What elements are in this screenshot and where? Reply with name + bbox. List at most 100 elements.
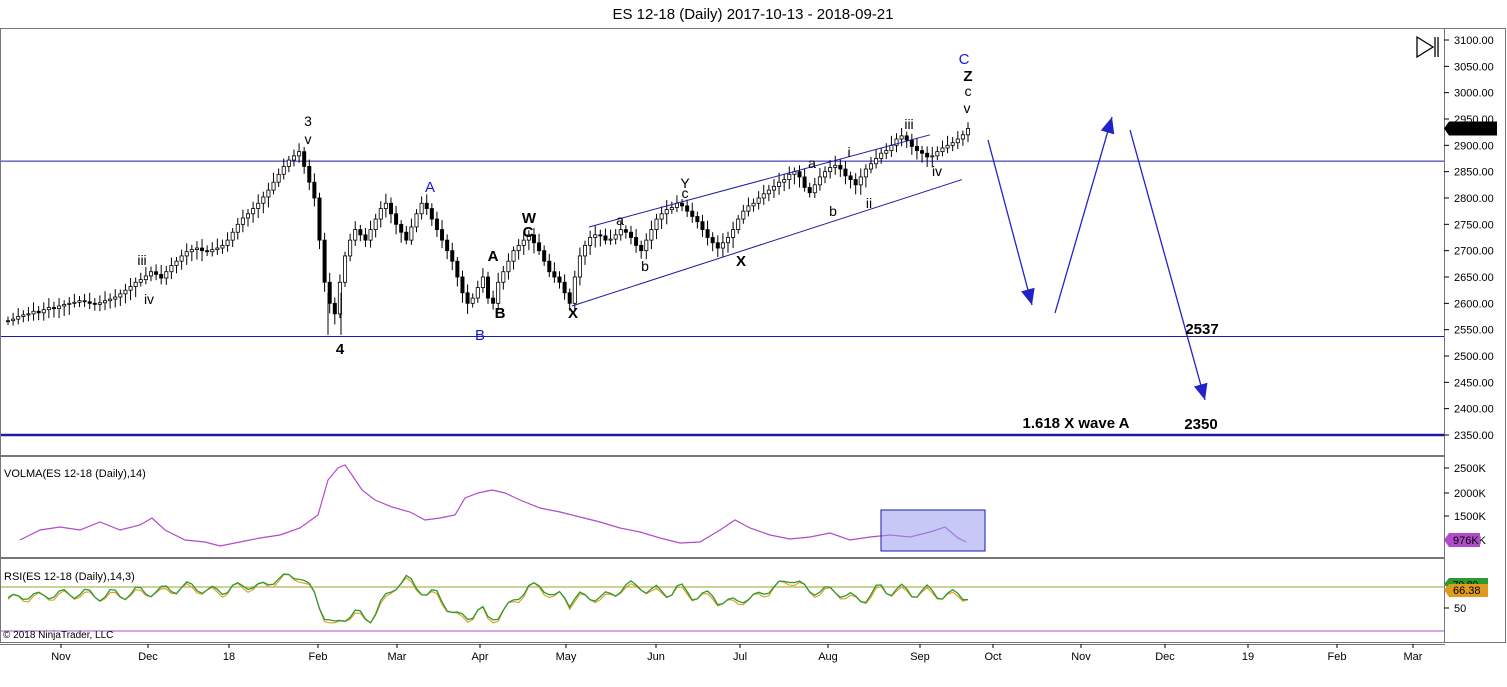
wave-label: B [475, 327, 485, 344]
wave-label: c [965, 83, 972, 99]
candle-body [935, 151, 940, 157]
wave-label: 4 [336, 341, 345, 358]
wave-label: A [425, 179, 435, 196]
candle-body [731, 229, 736, 238]
candle-body [220, 244, 225, 249]
scroll-to-end-icon[interactable] [1416, 35, 1439, 59]
candle-body [307, 165, 312, 183]
candle-body [388, 202, 393, 215]
candle-body [863, 168, 868, 178]
candle-body [720, 242, 725, 249]
candle-body [710, 237, 715, 244]
candle-body [853, 179, 858, 186]
wave-label: B [495, 305, 506, 322]
candle-body [812, 184, 817, 194]
wave-label: 2537 [1185, 321, 1218, 338]
candle-body [848, 175, 853, 180]
wave-label: a [808, 155, 816, 171]
rsi-label: RSI(ES 12-18 (Daily),14,3) [4, 571, 135, 583]
y-tick-label: 2800.00 [1454, 193, 1494, 205]
x-tick-label: Feb [309, 651, 328, 663]
price-y-axis: 2350.00 2400.00 2450.00 2500.00 2550.00 2600.… [1444, 35, 1497, 615]
y-tick-label: 2750.00 [1454, 219, 1494, 231]
candle-body [143, 275, 148, 281]
wave-label: W [522, 210, 537, 227]
volma-label: VOLMA(ES 12-18 (Daily),14) [4, 468, 146, 480]
wave-label: c [682, 185, 689, 201]
x-tick-label: Nov [51, 651, 71, 663]
candle-body [823, 171, 828, 178]
wave-label: b [829, 203, 837, 219]
chart-title: ES 12-18 (Daily) 2017-10-13 - 2018-09-21 [613, 6, 894, 23]
x-tick-label: Apr [471, 651, 488, 663]
candle-body [807, 187, 812, 194]
candle-body [608, 238, 613, 241]
candle-body [31, 310, 36, 315]
wave-label: 1.618 X wave A [1022, 415, 1129, 432]
candle-body [97, 302, 102, 305]
candle-body [337, 281, 342, 315]
candle-body [67, 302, 72, 305]
candle-body [450, 250, 455, 262]
candle-body [868, 163, 873, 170]
candle-body [383, 202, 388, 209]
candle-body [802, 176, 807, 188]
candle-body [501, 271, 506, 283]
candle-body [583, 244, 588, 257]
x-tick-label: Dec [1155, 651, 1175, 663]
candle-body [353, 229, 358, 241]
candle-body [634, 237, 639, 246]
wave-label: X [736, 253, 746, 270]
candle-body [480, 276, 485, 288]
candle-body [434, 218, 439, 230]
time-x-axis: Nov Dec 18 Feb Mar Apr May Jun Jul Aug Sep Oct Nov De… [51, 644, 1423, 663]
candle-body [777, 181, 782, 187]
y-tick-label: 2500.00 [1454, 351, 1494, 363]
candle-body [526, 234, 531, 241]
candle-body [286, 159, 291, 167]
candle-body [210, 249, 215, 253]
x-tick-label: 19 [1242, 651, 1254, 663]
candle-body [588, 237, 593, 246]
rsi-last-badge [1444, 584, 1488, 597]
candle-body [41, 309, 46, 314]
arrow-down-1-shaft [987, 139, 1033, 306]
x-tick-label: Mar [388, 651, 407, 663]
candle-body [669, 207, 674, 210]
candle-body [445, 239, 450, 252]
candle-body [521, 239, 526, 246]
wave-label: i [847, 144, 850, 160]
candle-body [332, 302, 337, 315]
candle-body [118, 293, 123, 298]
candle-body [113, 296, 118, 300]
candle-body [46, 307, 51, 311]
candle-body [843, 168, 848, 177]
candle-body [940, 147, 945, 153]
candle-body [746, 205, 751, 212]
candle-body [690, 210, 695, 217]
candle-body [705, 229, 710, 238]
candle-body [782, 179, 787, 183]
y-tick-label: 3100.00 [1454, 35, 1494, 47]
arrow-up-shaft [1054, 116, 1113, 314]
projection-arrows [987, 116, 1208, 401]
rsi-tick-label: 50 [1454, 603, 1466, 615]
wave-label: iii [137, 252, 146, 268]
candle-body [838, 164, 843, 170]
candle-body [404, 231, 409, 241]
wave-label: 3 [304, 113, 312, 129]
candle-body [87, 301, 92, 304]
candle-body [215, 247, 220, 251]
candle-body [542, 250, 547, 262]
candle-body [108, 298, 113, 302]
candle-body [200, 247, 205, 252]
candle-body [6, 320, 11, 323]
candle-body [62, 303, 67, 307]
candle-body [771, 186, 776, 191]
wave-label: A [488, 248, 499, 265]
x-tick-label: Oct [984, 651, 1001, 663]
candle-body [506, 260, 511, 273]
y-tick-label: 2850.00 [1454, 167, 1494, 179]
candle-body [179, 255, 184, 262]
